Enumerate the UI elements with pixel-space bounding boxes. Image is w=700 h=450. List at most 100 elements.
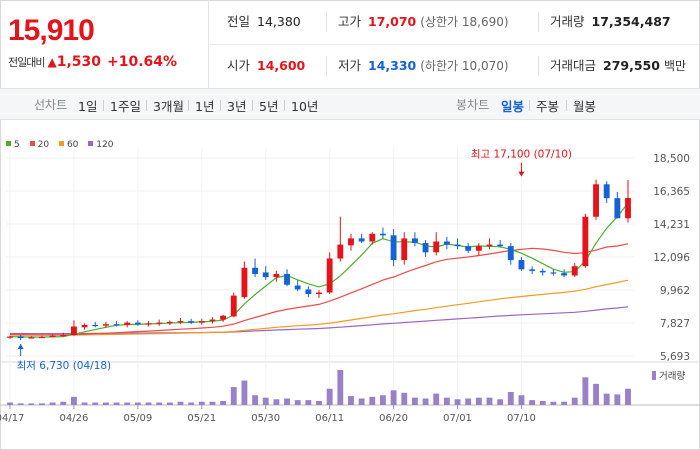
- price-change: 전일대비 ▲1,530 +10.64%: [8, 54, 177, 70]
- volume-bar: [252, 395, 258, 405]
- volume-bar: [603, 393, 610, 405]
- ma5-swatch: [6, 141, 11, 146]
- candle-body: [305, 289, 312, 295]
- period-1w-button[interactable]: 1주일: [110, 99, 141, 114]
- period-3m-button[interactable]: 3개월: [153, 99, 184, 114]
- period-1y-button[interactable]: 1년: [195, 99, 215, 114]
- candle-chart-label: 봉차트: [456, 98, 490, 112]
- candle-body: [550, 272, 557, 274]
- period-1d-button[interactable]: 1일: [78, 99, 98, 114]
- volume-bar: [230, 387, 237, 405]
- candle-body: [188, 321, 195, 323]
- volume-bar: [348, 396, 354, 405]
- volume-bar: [294, 400, 301, 405]
- candle-body: [497, 244, 504, 247]
- candle-body: [422, 243, 429, 253]
- candle-body: [17, 336, 24, 339]
- volume-bar: [92, 402, 99, 405]
- candle-body: [166, 321, 173, 324]
- candle-body: [7, 336, 13, 338]
- candle-body: [49, 335, 56, 337]
- trade-amount: 거래대금 279,550 백만: [550, 44, 686, 88]
- legend-ma5-label: 5: [14, 140, 20, 150]
- y-tick-label: 16,365: [653, 186, 690, 198]
- candle-body: [433, 241, 440, 253]
- x-tick-label: 04/17: [0, 413, 24, 424]
- x-tick-label: 06/11: [315, 413, 344, 424]
- candle-body: [241, 267, 248, 298]
- volume-bar: [486, 397, 493, 405]
- volume-bar: [475, 397, 482, 405]
- volume-label: 거래량: [550, 14, 585, 29]
- volume-bar: [518, 395, 525, 405]
- max-arrow-icon: [518, 171, 525, 177]
- volume-bar: [28, 403, 35, 405]
- divider: [220, 100, 221, 111]
- legend-ma20-label: 20: [37, 140, 50, 150]
- column-divider: [326, 12, 327, 32]
- volume-bar: [411, 397, 418, 405]
- low-price: 저가 14,330 (하한가 10,070): [338, 44, 509, 88]
- candle-body: [465, 246, 472, 251]
- volume-bar: [561, 401, 567, 405]
- amount-value: 279,550: [603, 58, 660, 73]
- volume-bar: [433, 393, 440, 405]
- volume-bar: [60, 401, 67, 405]
- volume-bar: [113, 402, 120, 405]
- period-10y-button[interactable]: 10년: [291, 99, 319, 114]
- legend-ma120-label: 120: [96, 140, 114, 150]
- volume-bar: [71, 396, 77, 405]
- volume-bar: [241, 380, 248, 405]
- candle-body: [230, 295, 237, 317]
- candle-body: [390, 235, 397, 261]
- candle-body: [326, 258, 333, 293]
- volume-bar: [145, 402, 152, 405]
- y-tick-label: 12,096: [653, 252, 690, 264]
- volume-bar: [614, 394, 621, 405]
- monthly-candle-tab[interactable]: 월봉: [573, 99, 597, 114]
- change-label: 전일대비: [8, 56, 45, 69]
- column-divider: [538, 12, 539, 32]
- volume-bar: [571, 397, 578, 405]
- quote-details: 전일 14,380 고가 17,070 (상한가 18,690) 거래량 17,354,…: [210, 0, 699, 88]
- volume-bar: [262, 397, 269, 405]
- max-price-label: 최고 17,100 (07/10): [471, 149, 572, 161]
- column-divider: [538, 56, 539, 76]
- legend-ma60-label: 60: [66, 140, 79, 150]
- ma-legend: 5 20 60 120: [6, 140, 120, 150]
- candle-body: [443, 241, 450, 245]
- volume-bar: [529, 400, 536, 405]
- volume-bar: [550, 401, 557, 405]
- volume-bar: [284, 398, 290, 405]
- high-value: 17,070: [368, 14, 417, 29]
- volume-bar: [81, 402, 88, 405]
- volume-bar: [305, 400, 312, 405]
- volume-bar: [49, 402, 56, 405]
- low-value: 14,330: [368, 58, 417, 73]
- x-tick-label: 06/20: [379, 413, 408, 424]
- change-value: 1,530: [56, 54, 102, 70]
- daily-candle-tab[interactable]: 일봉: [501, 99, 525, 114]
- candle-body: [134, 322, 141, 325]
- candle-body: [60, 335, 67, 337]
- current-price: 15,910: [8, 14, 95, 47]
- volume-bar: [507, 391, 514, 405]
- period-5y-button[interactable]: 5년: [259, 99, 279, 114]
- legend-ma20: 20: [29, 140, 50, 150]
- candle-body: [102, 324, 109, 326]
- ma20-swatch: [29, 141, 35, 146]
- candle-body: [507, 246, 514, 261]
- prev-close-label: 전일: [227, 14, 251, 29]
- volume-bar: [156, 402, 163, 405]
- y-tick-label: 14,231: [653, 219, 690, 231]
- candle-body: [92, 324, 99, 327]
- ma120-swatch: [88, 141, 94, 146]
- candle-body: [39, 336, 45, 339]
- volume-bar: [401, 392, 408, 405]
- period-3y-button[interactable]: 3년: [227, 99, 247, 114]
- quote-summary: 15,910 전일대비 ▲1,530 +10.64%: [0, 0, 209, 88]
- weekly-candle-tab[interactable]: 주봉: [536, 99, 560, 114]
- open-label: 시가: [227, 58, 251, 73]
- upper-limit: (상한가 18,690): [420, 15, 509, 29]
- ma20-line: [9, 243, 629, 336]
